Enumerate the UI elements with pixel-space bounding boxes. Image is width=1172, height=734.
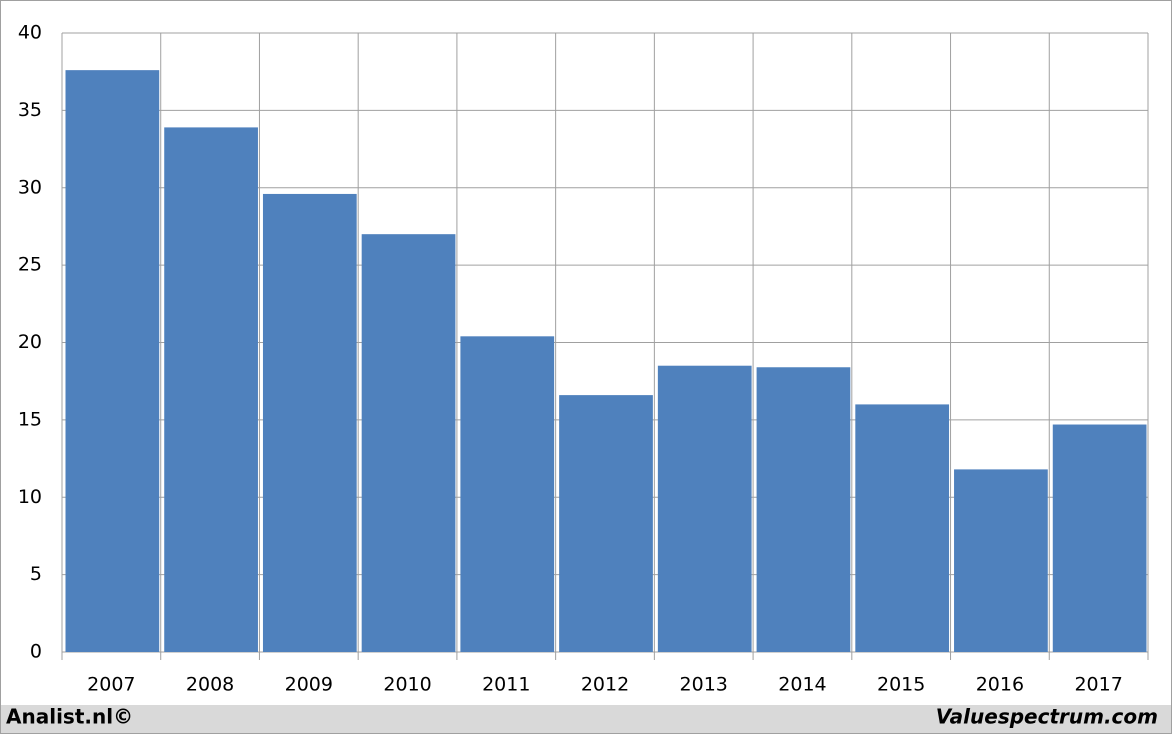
bar — [657, 365, 752, 652]
bar — [855, 404, 950, 652]
y-tick-label: 25 — [18, 254, 42, 276]
x-tick-label: 2008 — [186, 674, 234, 696]
bar — [65, 70, 160, 652]
x-tick-label: 2016 — [976, 674, 1024, 696]
y-tick-label: 40 — [18, 22, 42, 44]
y-tick-label: 30 — [18, 176, 42, 198]
bar — [954, 469, 1048, 652]
bar — [559, 395, 653, 652]
bar — [262, 193, 357, 652]
footer-left: Analist.nl© — [6, 705, 133, 729]
bar — [460, 336, 555, 652]
bar — [756, 367, 851, 652]
bar — [164, 127, 258, 652]
y-tick-label: 15 — [18, 408, 42, 430]
x-tick-label: 2007 — [87, 674, 135, 696]
y-tick-label: 0 — [30, 641, 42, 663]
x-tick-label: 2014 — [778, 674, 826, 696]
y-tick-label: 10 — [18, 486, 42, 508]
bar — [361, 234, 456, 653]
x-tick-label: 2015 — [877, 674, 925, 696]
y-tick-label: 20 — [18, 331, 42, 353]
x-tick-label: 2009 — [285, 674, 333, 696]
x-tick-label: 2011 — [482, 674, 530, 696]
y-tick-label: 35 — [18, 99, 42, 121]
x-tick-label: 2010 — [383, 674, 431, 696]
y-tick-label: 5 — [30, 563, 42, 585]
x-tick-label: 2017 — [1074, 674, 1122, 696]
footer-band — [1, 705, 1171, 733]
footer-right: Valuespectrum.com — [936, 705, 1158, 729]
x-tick-label: 2013 — [680, 674, 728, 696]
bar — [1052, 424, 1147, 652]
x-tick-label: 2012 — [581, 674, 629, 696]
